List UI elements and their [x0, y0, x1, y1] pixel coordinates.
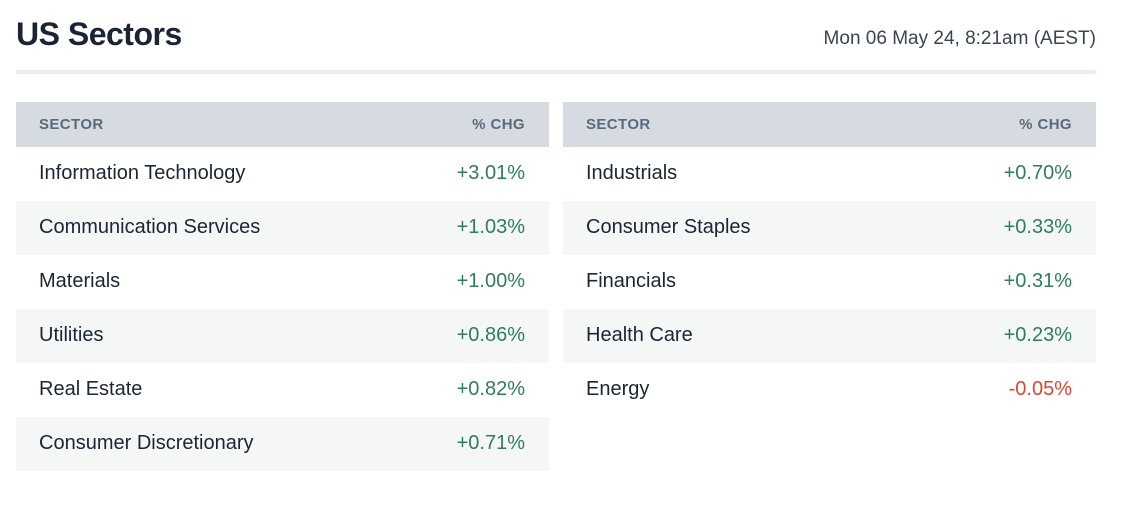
sector-change: +0.71%: [456, 432, 525, 455]
sector-change: +0.82%: [456, 378, 525, 401]
sector-name: Consumer Staples: [586, 216, 751, 239]
sector-name: Industrials: [586, 162, 678, 185]
sector-name: Health Care: [586, 324, 693, 347]
sector-name: Information Technology: [39, 162, 246, 185]
sector-change: +0.86%: [456, 324, 525, 347]
table-row: Financials +0.31%: [563, 254, 1096, 309]
table-row: Consumer Staples +0.33%: [563, 200, 1096, 255]
column-header-chg: % CHG: [1019, 115, 1072, 133]
column-header-sector: SECTOR: [39, 115, 104, 133]
table-row: Industrials +0.70%: [563, 146, 1096, 201]
sector-change: -0.05%: [1008, 378, 1072, 401]
table-row: Consumer Discretionary +0.71%: [16, 416, 549, 471]
sector-name: Real Estate: [39, 378, 143, 401]
sector-name: Consumer Discretionary: [39, 432, 254, 455]
sector-change: +0.70%: [1003, 162, 1072, 185]
table-body: Industrials +0.70% Consumer Staples +0.3…: [563, 146, 1096, 417]
sector-change: +0.23%: [1003, 324, 1072, 347]
table-row: Health Care +0.23%: [563, 308, 1096, 363]
sector-name: Energy: [586, 378, 650, 401]
sector-table-left: SECTOR % CHG Information Technology +3.0…: [16, 101, 549, 471]
us-sectors-widget: US Sectors Mon 06 May 24, 8:21am (AEST) …: [16, 0, 1096, 471]
table-header-row: SECTOR % CHG: [16, 101, 549, 147]
sector-name: Utilities: [39, 324, 104, 347]
sector-change: +1.00%: [456, 270, 525, 293]
table-row: Materials +1.00%: [16, 254, 549, 309]
sector-change: +0.31%: [1003, 270, 1072, 293]
header-divider: [16, 69, 1096, 74]
table-row: Communication Services +1.03%: [16, 200, 549, 255]
table-row: Real Estate +0.82%: [16, 362, 549, 417]
sector-name: Financials: [586, 270, 677, 293]
column-header-chg: % CHG: [472, 115, 525, 133]
sector-tables: SECTOR % CHG Information Technology +3.0…: [16, 101, 1096, 471]
sector-name: Communication Services: [39, 216, 261, 239]
table-row: Utilities +0.86%: [16, 308, 549, 363]
timestamp: Mon 06 May 24, 8:21am (AEST): [823, 27, 1096, 49]
sector-change: +0.33%: [1003, 216, 1072, 239]
sector-table-right: SECTOR % CHG Industrials +0.70% Consumer…: [563, 101, 1096, 471]
sector-change: +3.01%: [456, 162, 525, 185]
table-row: Information Technology +3.01%: [16, 146, 549, 201]
table-body: Information Technology +3.01% Communicat…: [16, 146, 549, 471]
column-header-sector: SECTOR: [586, 115, 651, 133]
page-title: US Sectors: [16, 16, 182, 52]
sector-change: +1.03%: [456, 216, 525, 239]
sector-name: Materials: [39, 270, 121, 293]
table-row: Energy -0.05%: [563, 362, 1096, 417]
widget-header: US Sectors Mon 06 May 24, 8:21am (AEST): [16, 0, 1096, 53]
table-header-row: SECTOR % CHG: [563, 101, 1096, 147]
